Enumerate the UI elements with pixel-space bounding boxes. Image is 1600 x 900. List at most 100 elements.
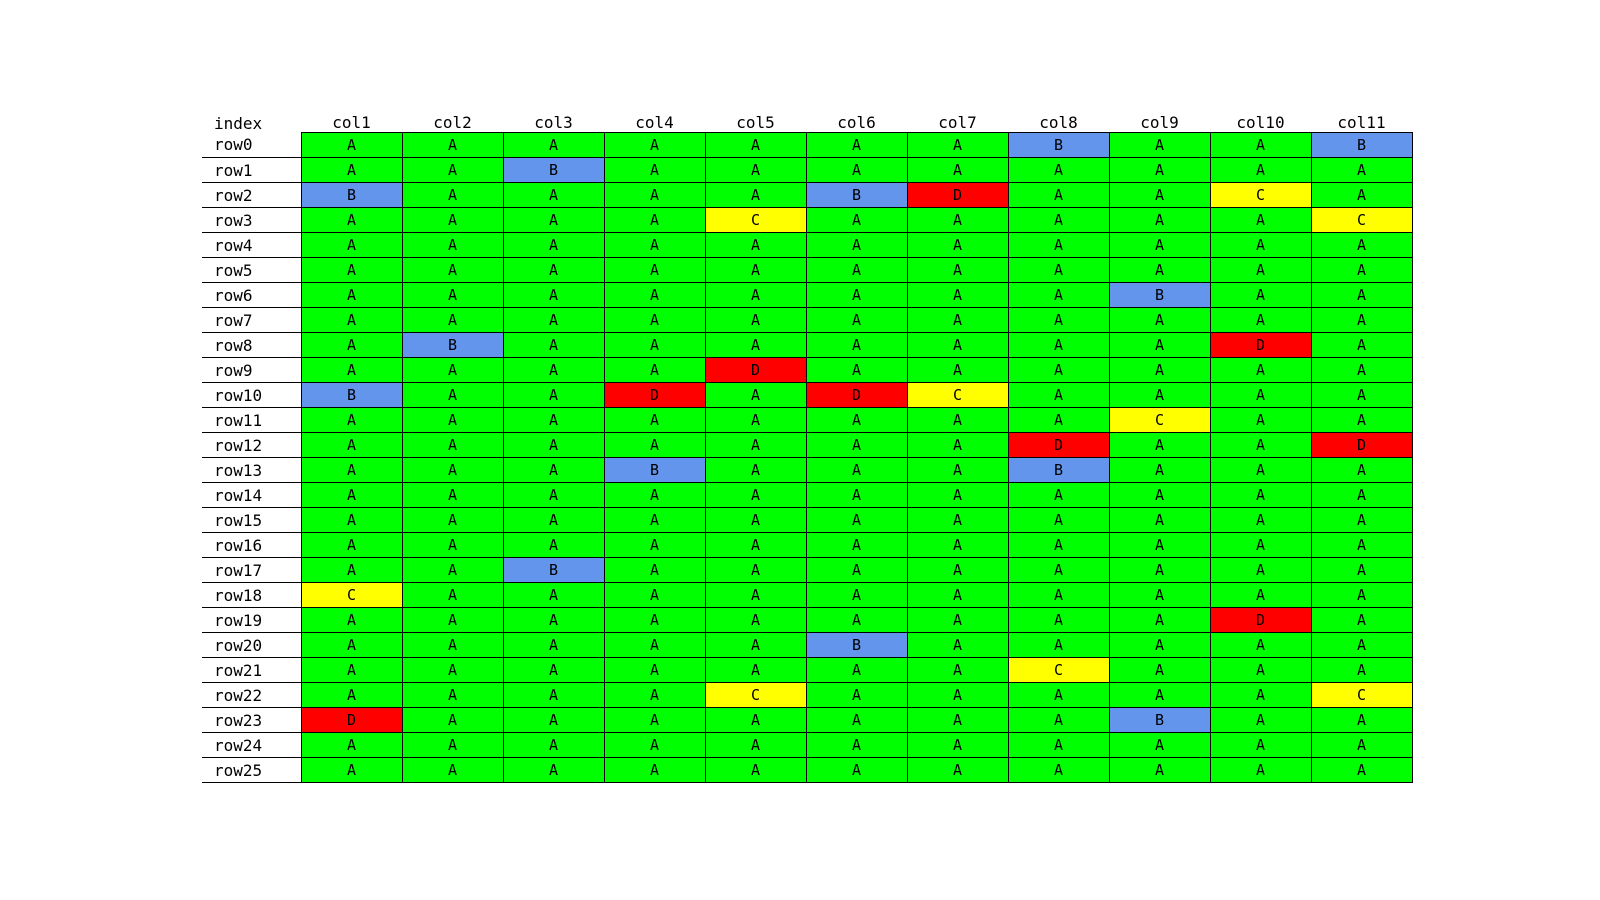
grade-cell: B	[1108, 282, 1211, 308]
grade-cell: A	[906, 357, 1009, 383]
grade-cell: C	[704, 207, 807, 233]
grade-cell: A	[502, 307, 605, 333]
grade-cell: A	[300, 757, 403, 783]
grade-cell: A	[1310, 532, 1413, 558]
grade-cell: B	[300, 182, 403, 208]
grade-cell: D	[603, 382, 706, 408]
grade-cell: A	[1310, 182, 1413, 208]
grade-cell: A	[1108, 482, 1211, 508]
grade-cell: A	[704, 557, 807, 583]
grade-cell: A	[906, 607, 1009, 633]
row-label: row1	[202, 157, 302, 183]
table-row: row9 A A A A D A A A A A A	[202, 357, 1413, 383]
grade-cell: A	[906, 257, 1009, 283]
grade-cell: A	[603, 332, 706, 358]
grade-cell: A	[1108, 657, 1211, 683]
grade-cell: A	[1209, 282, 1312, 308]
grade-cell: A	[401, 182, 504, 208]
grade-cell: A	[1310, 357, 1413, 383]
table-row: row24 A A A A A A A A A A A	[202, 732, 1413, 758]
grade-cell: A	[805, 132, 908, 158]
grade-cell: A	[1108, 207, 1211, 233]
grade-table: index col1 col2 col3 col4 col5 col6 col7 col8 co…	[202, 106, 1413, 783]
row-label: row25	[202, 757, 302, 783]
grade-cell: A	[300, 732, 403, 758]
grade-cell: A	[401, 532, 504, 558]
grade-cell: A	[603, 607, 706, 633]
table-row: row23 D A A A A A A A B A A	[202, 707, 1413, 733]
grade-cell: A	[603, 682, 706, 708]
grade-cell: A	[906, 482, 1009, 508]
grade-cell: A	[1007, 207, 1110, 233]
grade-cell: A	[401, 457, 504, 483]
grade-cell: A	[401, 307, 504, 333]
grade-cell: A	[805, 507, 908, 533]
row-label: row5	[202, 257, 302, 283]
grade-cell: A	[502, 282, 605, 308]
grade-cell: C	[1108, 407, 1211, 433]
grade-cell: A	[1310, 757, 1413, 783]
grade-cell: A	[401, 357, 504, 383]
grade-cell: D	[1310, 432, 1413, 458]
column-header: col2	[402, 106, 503, 133]
grade-cell: A	[1209, 157, 1312, 183]
grade-cell: A	[300, 657, 403, 683]
grade-cell: A	[401, 657, 504, 683]
table-row: row19 A A A A A A A A A D A	[202, 607, 1413, 633]
grade-cell: A	[502, 457, 605, 483]
table-row: row0 A A A A A A A B A A B	[202, 132, 1413, 158]
grade-cell: A	[805, 257, 908, 283]
grade-cell: A	[1209, 482, 1312, 508]
grade-cell: A	[1209, 732, 1312, 758]
grade-cell: A	[805, 207, 908, 233]
grade-cell: D	[1209, 607, 1312, 633]
grade-cell: A	[1310, 607, 1413, 633]
column-header: col11	[1311, 106, 1412, 133]
table-row: row10 B A A D A D C A A A A	[202, 382, 1413, 408]
grade-cell: A	[704, 157, 807, 183]
grade-cell: A	[401, 407, 504, 433]
grade-cell: C	[1209, 182, 1312, 208]
table-row: row8 A B A A A A A A A D A	[202, 332, 1413, 358]
grade-cell: A	[1209, 532, 1312, 558]
grade-cell: A	[1108, 732, 1211, 758]
row-label: row24	[202, 732, 302, 758]
row-label: row16	[202, 532, 302, 558]
table-row: row20 A A A A A B A A A A A	[202, 632, 1413, 658]
grade-cell: A	[805, 757, 908, 783]
grade-cell: A	[906, 207, 1009, 233]
grade-cell: A	[1007, 257, 1110, 283]
grade-cell: A	[603, 532, 706, 558]
grade-cell: A	[1108, 432, 1211, 458]
grade-cell: A	[1108, 157, 1211, 183]
row-label: row4	[202, 232, 302, 258]
grade-cell: A	[1108, 457, 1211, 483]
grade-cell: A	[401, 507, 504, 533]
grade-cell: A	[1108, 182, 1211, 208]
grade-cell: D	[805, 382, 908, 408]
grade-cell: A	[1007, 707, 1110, 733]
grade-cell: A	[906, 757, 1009, 783]
table-row: row22 A A A A C A A A A A C	[202, 682, 1413, 708]
grade-cell: A	[1310, 232, 1413, 258]
grade-cell: A	[502, 707, 605, 733]
grade-cell: A	[906, 682, 1009, 708]
grade-cell: A	[1007, 732, 1110, 758]
grade-cell: A	[1209, 457, 1312, 483]
grade-cell: A	[1209, 707, 1312, 733]
grade-cell: A	[906, 582, 1009, 608]
grade-cell: A	[1209, 507, 1312, 533]
grade-cell: A	[300, 207, 403, 233]
grade-cell: B	[502, 157, 605, 183]
grade-cell: A	[401, 557, 504, 583]
grade-cell: A	[1007, 682, 1110, 708]
grade-cell: A	[805, 357, 908, 383]
grade-cell: B	[502, 557, 605, 583]
grade-cell: A	[1007, 582, 1110, 608]
grade-cell: A	[805, 482, 908, 508]
row-label: row18	[202, 582, 302, 608]
grade-cell: A	[1108, 357, 1211, 383]
grade-cell: A	[906, 457, 1009, 483]
grade-cell: A	[502, 132, 605, 158]
